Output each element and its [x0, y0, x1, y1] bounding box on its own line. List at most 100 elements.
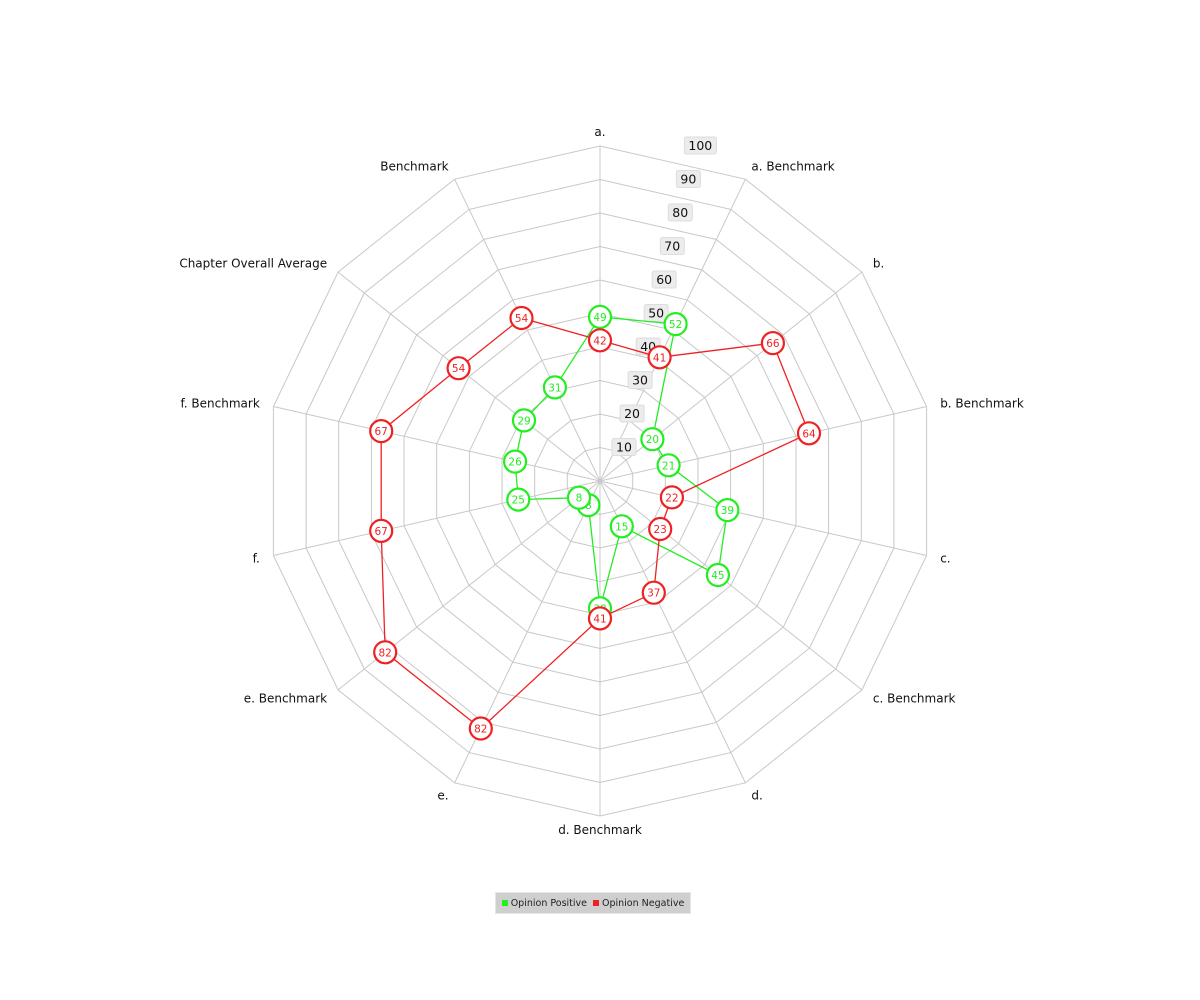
axis-label: f.	[253, 552, 260, 566]
axis-label: a.	[594, 125, 605, 139]
data-label: 20	[646, 434, 659, 446]
axis-label: b.	[873, 256, 884, 270]
data-point	[373, 640, 398, 665]
data-label: 67	[375, 426, 388, 438]
data-point	[566, 485, 592, 510]
tick-label: 50	[648, 306, 664, 321]
data-point	[796, 421, 822, 446]
tick-label: 60	[656, 272, 672, 287]
data-label: 25	[512, 495, 525, 507]
data-point	[647, 345, 672, 370]
data-point	[369, 518, 394, 544]
axis-spoke	[599, 480, 927, 556]
data-label: 37	[647, 588, 660, 600]
tick-label-box	[619, 404, 645, 423]
series-0: 49522021394515388825262931	[502, 304, 740, 621]
axis-label: a. Benchmark	[751, 160, 834, 174]
data-point	[587, 304, 613, 329]
data-point	[511, 408, 537, 433]
tick-label: 30	[632, 373, 648, 388]
data-label: 64	[802, 428, 816, 440]
radar-grid	[272, 145, 928, 817]
data-point	[587, 606, 613, 631]
legend-swatch-negative	[593, 900, 599, 906]
axis-spoke	[273, 480, 601, 556]
axis-label: e.	[437, 788, 448, 802]
data-point	[659, 485, 685, 510]
axis-label: e. Benchmark	[244, 692, 327, 706]
data-point	[641, 580, 666, 605]
data-label: 82	[379, 647, 392, 659]
series-1: 42 41 66 64 22 23 37 41 82 82 67 67 54 54	[369, 305, 822, 741]
axis-spoke	[454, 178, 601, 482]
axis-label: d.	[751, 788, 762, 802]
data-label: 8	[576, 493, 583, 505]
axis-spoke	[273, 406, 601, 482]
data-label: 52	[669, 319, 682, 331]
data-label: 21	[662, 460, 675, 472]
data-label: 66	[766, 338, 780, 350]
data-label: 22	[665, 492, 678, 504]
data-label: 31	[548, 382, 561, 394]
data-point	[640, 427, 665, 452]
tick-label-box	[643, 304, 669, 322]
legend-swatch-positive	[501, 900, 508, 906]
data-label: 39	[721, 505, 734, 517]
data-point	[369, 419, 394, 444]
tick-label-box	[627, 371, 653, 389]
data-label: 29	[517, 415, 530, 427]
axis-label: Chapter Overall Average	[179, 256, 327, 270]
tick-label-box	[667, 203, 693, 222]
series-layer: 4952202139451538882526293142416664222337…	[369, 304, 822, 741]
data-label: 42	[593, 335, 606, 347]
axis-label: c. Benchmark	[873, 692, 956, 706]
data-label: 26	[508, 457, 522, 469]
data-point	[663, 312, 688, 337]
data-point	[502, 449, 528, 474]
data-label: 45	[711, 570, 724, 582]
axis-label: d. Benchmark	[558, 823, 642, 837]
data-label: 8	[585, 500, 592, 512]
legend: Opinion Positive Opinion Negative	[495, 892, 691, 914]
legend-label-negative: Opinion Negative	[602, 897, 685, 909]
axis-label: f. Benchmark	[180, 396, 259, 410]
legend-label-positive: Opinion Positive	[510, 897, 587, 909]
data-point	[446, 356, 471, 381]
data-label: 49	[593, 312, 606, 324]
data-point	[705, 562, 731, 588]
tick-label-box	[675, 170, 701, 188]
tick-label-box	[683, 136, 717, 155]
data-point	[715, 498, 740, 523]
data-point	[656, 453, 681, 478]
tick-label: 20	[624, 406, 640, 421]
legend-item-positive: Opinion Positive	[501, 897, 587, 909]
tick-label: 10	[616, 440, 632, 455]
data-label: 41	[593, 613, 606, 625]
data-label: 82	[474, 724, 487, 736]
data-point	[468, 716, 493, 741]
data-label: 67	[375, 526, 388, 538]
tick-label-box	[611, 438, 637, 456]
axis-spoke	[599, 480, 863, 691]
data-label: 54	[452, 363, 466, 375]
tick-label: 70	[664, 239, 680, 254]
axis-label: c.	[940, 552, 950, 566]
tick-label-box	[651, 270, 677, 289]
legend-item-negative: Opinion Negative	[593, 898, 684, 909]
tick-label: 100	[688, 138, 712, 153]
data-point	[648, 516, 673, 542]
data-point	[506, 487, 531, 512]
tick-label: 90	[680, 172, 696, 187]
data-point	[509, 305, 534, 331]
data-label: 15	[615, 521, 628, 533]
axis-labels: a. a. Benchmark b. b. Benchmark c. c. Benchma…	[179, 125, 1024, 837]
axis-label: b. Benchmark	[940, 396, 1024, 410]
data-label: 54	[515, 313, 529, 325]
axis-spoke	[337, 271, 601, 482]
data-point	[587, 328, 613, 353]
tick-label: 80	[672, 205, 688, 220]
data-point	[609, 514, 634, 539]
tick-label-box	[659, 237, 685, 255]
data-point	[542, 375, 568, 400]
